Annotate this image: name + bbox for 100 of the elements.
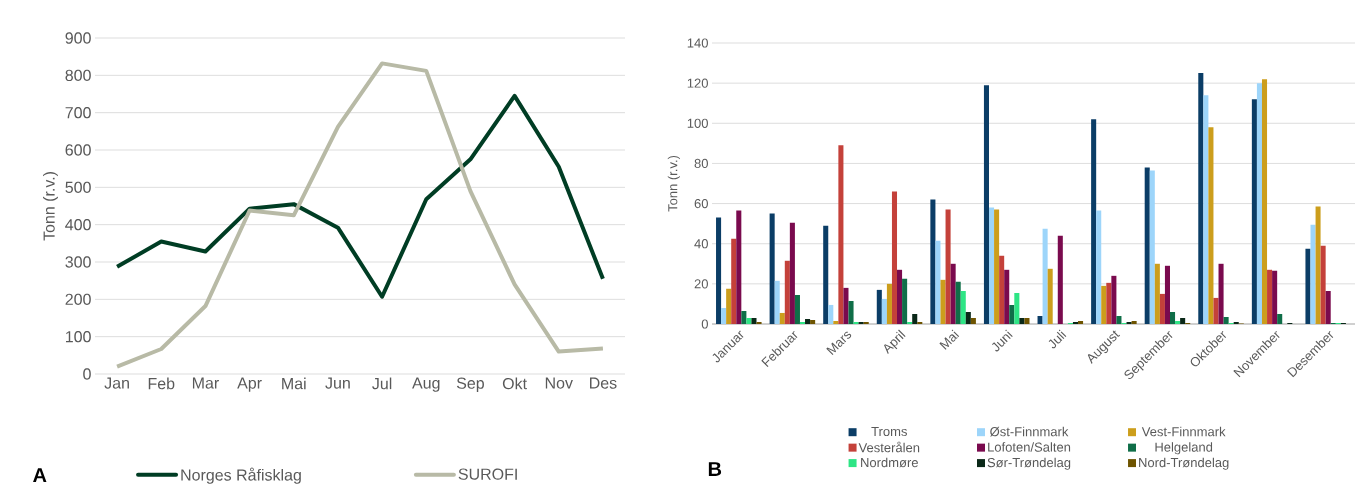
bar: [1256, 83, 1262, 324]
bar: [1096, 210, 1102, 324]
bar: [989, 207, 995, 324]
text: A: [33, 468, 47, 482]
y-tick-label: 20: [694, 279, 708, 289]
bar: [994, 209, 1000, 324]
bar: [810, 319, 816, 324]
y-tick-label: 600: [65, 144, 91, 156]
bar: [999, 255, 1005, 324]
bar: [1203, 95, 1209, 324]
bar: [1175, 320, 1181, 324]
text: B: [708, 462, 722, 476]
bar: [1042, 228, 1048, 324]
bar: [940, 279, 946, 324]
y-tick-label: 400: [65, 219, 91, 231]
bar: [1223, 316, 1229, 324]
bar: [1198, 73, 1204, 324]
y-tick-label: 80: [694, 158, 708, 169]
legend-label: Sør-Trøndelag: [987, 457, 1071, 470]
legend-label: Vesterålen: [858, 441, 920, 453]
bar: [726, 288, 732, 324]
x-tick-label: Apr: [237, 377, 262, 392]
bar: [799, 321, 806, 324]
bar: [1164, 265, 1170, 324]
bar: [891, 191, 898, 324]
bar: [1180, 317, 1186, 324]
y-tick-label: 40: [694, 239, 708, 249]
bar: [853, 321, 859, 324]
bar: [1019, 317, 1025, 324]
x-tick-label: Mai: [939, 329, 960, 350]
bar: [917, 321, 923, 324]
bar: [1159, 293, 1165, 324]
bar: [1111, 275, 1117, 324]
y-tick-label: 100: [66, 331, 91, 343]
y-tick-label: 0: [701, 319, 708, 329]
legend-label: Nord-Trøndelag: [1139, 457, 1229, 470]
bar: [1267, 269, 1273, 324]
bar: [1272, 270, 1278, 324]
bar: [1091, 119, 1097, 324]
bar: [1072, 321, 1079, 324]
bar: [805, 318, 811, 324]
bar: [731, 238, 737, 324]
bar: [838, 145, 844, 324]
bar: [881, 298, 887, 324]
bar: [935, 240, 941, 324]
bar: [1154, 263, 1160, 324]
bar: [863, 321, 869, 324]
bar: [1101, 285, 1107, 324]
bar: [1057, 235, 1063, 324]
bar: [1047, 268, 1053, 324]
bar: [848, 300, 854, 324]
bar: [858, 321, 864, 324]
bar: [1305, 248, 1311, 324]
legend-label: SUROFI: [458, 468, 517, 480]
x-tick-label: Juni: [992, 329, 1013, 352]
bar: [902, 278, 908, 324]
bar: [1233, 321, 1239, 324]
bar: [1144, 167, 1150, 324]
bar: [741, 310, 747, 324]
bar: [769, 213, 775, 324]
x-tick-label: Mar: [192, 377, 219, 389]
legend-label: Lofoten/Salten: [988, 442, 1071, 452]
x-tick-label: Jun: [325, 377, 350, 389]
bar: [1004, 269, 1010, 324]
bar: [955, 281, 961, 324]
x-tick-label: Mai: [282, 377, 306, 390]
bar: [736, 210, 742, 324]
bar: [1078, 320, 1084, 324]
bar: [1261, 79, 1268, 324]
y-tick-label: 0: [83, 368, 91, 380]
bar: [1213, 297, 1219, 324]
bar: [756, 321, 762, 324]
x-tick-label: Sep: [456, 377, 484, 393]
y-tick-label: 100: [687, 118, 708, 128]
x-tick-label: Juli: [1048, 329, 1067, 349]
y-axis-title: Tonn (r.v.): [43, 172, 58, 241]
bar: [1014, 292, 1020, 324]
bar: [1024, 317, 1030, 324]
bar: [945, 209, 951, 324]
y-tick-label: 140: [687, 38, 708, 48]
x-tick-label: Des: [590, 377, 617, 389]
bar: [823, 225, 829, 324]
y-tick-label: 200: [65, 293, 91, 305]
legend-label: Vest-Finnmark: [1141, 426, 1226, 437]
bar: [784, 260, 790, 324]
bar: [1131, 320, 1137, 324]
bar: [1009, 304, 1015, 324]
y-tick-label: 700: [65, 107, 91, 119]
bar: [833, 320, 839, 324]
line-series: [115, 93, 605, 299]
bar: [907, 321, 913, 324]
y-tick-label: 800: [65, 69, 91, 82]
y-tick-label: 900: [65, 32, 91, 44]
y-tick-label: 120: [687, 78, 708, 88]
legend-label: Norges Råfisklag: [181, 467, 301, 484]
y-axis-title: Tonn (r.v.): [667, 155, 680, 212]
legend-label: Troms: [871, 426, 907, 437]
bar: [1218, 263, 1224, 324]
x-tick-label: Okt: [502, 377, 527, 390]
legend-label: Helgeland: [1155, 442, 1213, 455]
